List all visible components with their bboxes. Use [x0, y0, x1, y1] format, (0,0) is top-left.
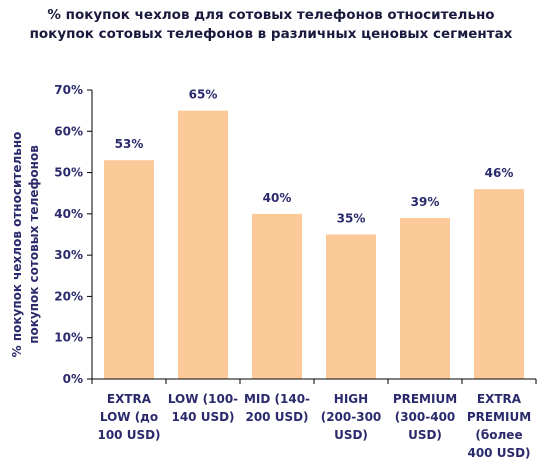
y-tick-label-30: 30%: [54, 248, 83, 262]
x-category-label-4-line-2: (200-300: [321, 410, 382, 424]
x-category-label-2: LOW (100- 140 USD): [168, 392, 238, 424]
data-label-4: 35%: [337, 212, 366, 226]
bar-6: [474, 189, 524, 379]
y-axis-title-line-2: покупок сотовых телефонов: [27, 145, 41, 344]
x-category-label-6: EXTRA PREMIUM (более 400 USD): [467, 392, 531, 460]
y-tick-label-60: 60%: [54, 124, 83, 138]
data-label-5: 39%: [411, 195, 440, 209]
x-category-label-1: EXTRA LOW (до 100 USD): [97, 392, 160, 442]
x-category-label-1-line-2: LOW (до: [100, 410, 158, 424]
data-label-3: 40%: [263, 191, 292, 205]
chart-title-line-2: покупок сотовых телефонов в различных це…: [29, 26, 513, 42]
y-tick-label-10: 10%: [54, 331, 83, 345]
chart-title-line-1: % покупок чехлов для сотовых телефонов о…: [47, 7, 495, 23]
y-tick-label-20: 20%: [54, 289, 83, 303]
y-tick-label-70: 70%: [54, 83, 83, 97]
y-tick-label-0: 0%: [63, 372, 83, 386]
bar-4: [326, 234, 376, 379]
bar-2: [178, 110, 228, 380]
data-label-2: 65%: [189, 88, 218, 102]
x-category-label-4-line-3: USD): [334, 428, 368, 442]
x-category-label-4: HIGH (200-300 USD): [321, 392, 382, 442]
x-category-label-2-line-2: 140 USD): [171, 410, 234, 424]
bar-1: [104, 160, 154, 379]
y-axis-title-line-1: % покупок чехлов относительно: [10, 132, 24, 358]
x-category-label-5-line-1: PREMIUM: [393, 392, 457, 406]
data-label-1: 53%: [115, 137, 144, 151]
x-category-label-4-line-1: HIGH: [334, 392, 368, 406]
x-category-label-6-line-4: 400 USD): [467, 446, 530, 460]
x-category-label-1-line-1: EXTRA: [107, 392, 152, 406]
x-category-label-1-line-3: 100 USD): [97, 428, 160, 442]
data-label-6: 46%: [485, 166, 514, 180]
x-category-label-5: PREMIUM (300-400 USD): [393, 392, 457, 442]
x-category-label-6-line-1: EXTRA: [477, 392, 522, 406]
chart-title: % покупок чехлов для сотовых телефонов о…: [0, 6, 542, 44]
x-category-label-6-line-2: PREMIUM: [467, 410, 531, 424]
x-category-label-3-line-2: 200 USD): [245, 410, 308, 424]
x-category-label-6-line-3: (более: [475, 428, 522, 442]
bar-3: [252, 213, 302, 379]
bar-5: [400, 217, 450, 379]
y-tick-label-50: 50%: [54, 166, 83, 180]
x-category-label-3-line-1: MID (140-: [244, 392, 310, 406]
x-category-label-3: MID (140- 200 USD): [244, 392, 310, 424]
y-tick-label-40: 40%: [54, 207, 83, 221]
x-category-label-5-line-3: USD): [408, 428, 442, 442]
x-category-label-5-line-2: (300-400: [395, 410, 456, 424]
x-category-label-2-line-1: LOW (100-: [168, 392, 238, 406]
